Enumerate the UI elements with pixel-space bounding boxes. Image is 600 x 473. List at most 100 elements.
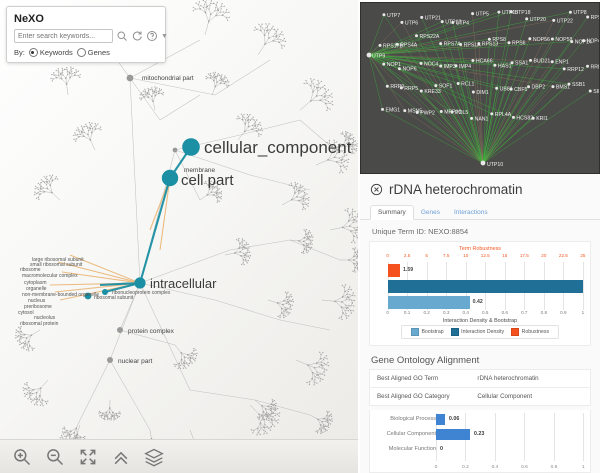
layers-icon[interactable] — [144, 447, 164, 467]
gene-label[interactable]: NOC4 — [424, 61, 439, 67]
gene-label[interactable]: RPL4A — [495, 112, 512, 118]
gene-label[interactable]: NOP56 — [533, 37, 550, 43]
gene-label[interactable]: NOP6 — [402, 67, 416, 73]
gene-label[interactable]: NAN1 — [475, 116, 489, 122]
gene-label[interactable]: RPS4A — [400, 42, 418, 48]
gene-label[interactable]: SOF1 — [439, 84, 453, 90]
gene-label[interactable]: RPS22A — [419, 34, 439, 40]
node-cell-part[interactable] — [161, 169, 179, 187]
gene-label[interactable]: RPS8 — [492, 37, 506, 43]
gene-label[interactable]: KRI1 — [536, 116, 548, 122]
search-input[interactable] — [14, 29, 113, 43]
gene-label[interactable]: HCA66 — [476, 58, 493, 64]
ontology-tree-canvas[interactable]: cellular_component cell part intracellul… — [0, 0, 358, 473]
gene-label[interactable]: UTP18 — [514, 10, 530, 16]
gene-label[interactable]: BUD21 — [534, 58, 551, 64]
tab-interactions[interactable]: Interactions — [453, 209, 488, 216]
gene-label[interactable]: UTP13 — [445, 20, 461, 26]
gene-label[interactable]: RRP45 — [591, 64, 599, 70]
tab-genes[interactable]: Genes — [420, 209, 440, 216]
zoom-in-icon[interactable] — [12, 447, 32, 467]
gene-label[interactable]: SIK5 — [593, 89, 599, 95]
gene-label[interactable]: HAS1 — [498, 63, 512, 69]
gene-label[interactable]: EMG1 — [385, 107, 400, 113]
detail-tabs[interactable]: Summary Genes Interactions — [360, 205, 600, 220]
gene-label[interactable]: RPS13 — [482, 42, 499, 48]
gene-label[interactable]: SSB1 — [572, 82, 585, 88]
search-by-keywords[interactable]: Keywords — [28, 48, 73, 57]
gene-label[interactable]: UB81 — [500, 86, 513, 92]
node-label-ribosomal-protein: ribosomal protein — [20, 321, 59, 327]
gene-label[interactable]: NOP4 — [587, 39, 599, 45]
gene-label[interactable]: RRP12 — [567, 67, 584, 73]
fit-screen-icon[interactable] — [78, 447, 98, 467]
gene-label[interactable]: UTP22 — [557, 18, 573, 24]
go-bar-value: 0.23 — [473, 431, 485, 437]
gene-label[interactable]: KRE33 — [424, 89, 441, 95]
gene-label[interactable]: RPS17B — [383, 43, 403, 49]
gene-label[interactable]: UTP15 — [502, 10, 518, 16]
gene-label[interactable]: SSA1 — [515, 61, 528, 67]
gene-label[interactable]: PWP2 — [420, 111, 435, 117]
gene-label[interactable]: UTP7 — [387, 13, 400, 19]
gene-label[interactable]: POL5 — [455, 110, 468, 116]
term-detail-panel[interactable]: rDNA heterochromatin Summary Genes Inter… — [360, 174, 600, 473]
gene-label[interactable]: NOP1 — [387, 62, 401, 68]
tree-nodes[interactable] — [84, 74, 178, 363]
help-icon[interactable] — [146, 30, 158, 42]
gene-label[interactable]: UTP21 — [425, 15, 441, 21]
refresh-icon[interactable] — [131, 30, 143, 42]
gene-label[interactable]: UTP9 — [372, 54, 385, 60]
gene-label[interactable]: MPP10 — [444, 110, 461, 116]
gene-label[interactable]: UTP8 — [573, 10, 586, 16]
gene-label[interactable]: UTP6 — [405, 20, 418, 26]
gene-label[interactable]: DBP2 — [532, 85, 546, 91]
gene-label[interactable]: IMP4 — [459, 64, 471, 70]
gene-label[interactable]: RPS7A — [444, 42, 462, 48]
top-tick: 20 — [541, 253, 547, 258]
gene-label[interactable]: CBF5 — [514, 87, 527, 93]
gene-label[interactable]: RPS6 — [512, 41, 526, 47]
chevron-down-icon[interactable]: ▼ — [161, 32, 168, 40]
gene-label[interactable]: UTP4 — [456, 20, 469, 26]
tab-summary[interactable]: Summary — [370, 205, 414, 220]
collapse-icon[interactable] — [111, 447, 131, 467]
radio-keywords[interactable] — [28, 48, 38, 57]
gene-label[interactable]: ENP1 — [555, 60, 569, 66]
gene-label[interactable]: RPS8A — [591, 15, 599, 21]
radio-genes[interactable] — [76, 48, 86, 57]
gene-label[interactable]: HCS82 — [516, 115, 533, 121]
gene-label[interactable]: DIM1 — [476, 90, 489, 96]
close-icon[interactable] — [370, 183, 383, 196]
gene-label[interactable]: RCL1 — [461, 82, 474, 88]
node-cellular-component[interactable] — [182, 138, 200, 156]
bottom-tick: 0 — [386, 310, 389, 315]
search-by-genes[interactable]: Genes — [76, 48, 110, 57]
interaction-network-panel[interactable]: UTP7 UTP6 UTP21 UTP13 UTP4 UTP5 UTP15 UTP18 UTP2… — [360, 2, 600, 174]
gene-label[interactable]: UTP5 — [476, 12, 489, 18]
search-panel[interactable]: NeXO ▼ By: Keywords Genes — [6, 6, 168, 63]
node-label-organelle: organelle — [26, 286, 47, 292]
ontology-tree-graphic[interactable]: cellular_component cell part intracellul… — [0, 0, 358, 473]
search-icon[interactable] — [116, 30, 128, 42]
gridline — [583, 413, 585, 461]
node-intracellular[interactable] — [134, 277, 146, 289]
gene-label[interactable]: IMP3 — [444, 64, 456, 70]
gene-label[interactable]: UTP20 — [530, 17, 546, 23]
zoom-out-icon[interactable] — [45, 447, 65, 467]
canvas-toolbar[interactable] — [0, 439, 358, 473]
gene-label[interactable]: NOP14 — [575, 40, 592, 46]
gene-label[interactable]: BMS1 — [556, 85, 570, 91]
gene-label[interactable]: RPS1A — [464, 42, 482, 48]
bottom-tick: 0.7 — [521, 310, 528, 315]
node-label-preribosome: preribosome — [24, 304, 52, 310]
gene-label[interactable]: NOP58 — [555, 37, 572, 43]
gene-label[interactable]: MSN5 — [408, 109, 423, 115]
chart-bottom-axis-ticks: 0 0.1 0.2 0.3 0.4 0.5 0.6 0.7 0.8 0.9 1 — [375, 310, 585, 317]
go-tick: 0.6 — [521, 465, 528, 470]
top-tick: 17.5 — [519, 253, 529, 258]
gene-label[interactable]: RRP9 — [390, 84, 404, 90]
gene-label[interactable]: UTP10 — [487, 162, 503, 168]
gene-label[interactable]: RRP5 — [404, 86, 418, 92]
